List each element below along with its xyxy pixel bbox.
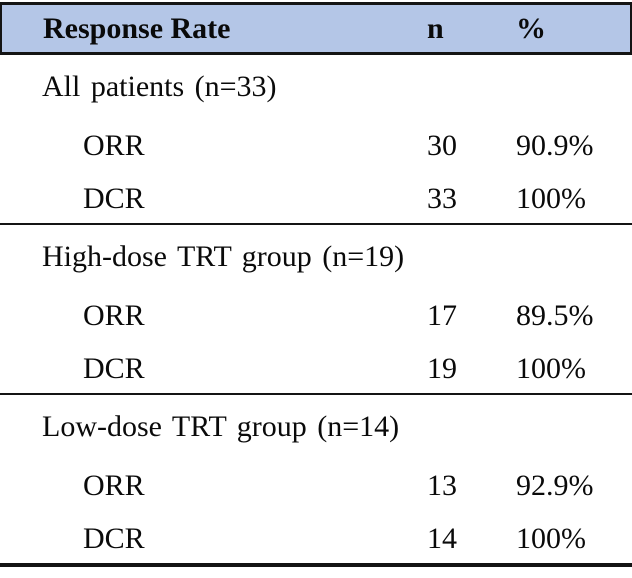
header-n: n bbox=[427, 11, 444, 45]
table-row: DCR 33 100% bbox=[0, 174, 632, 223]
row-pct-value: 90.9% bbox=[516, 129, 594, 162]
group-label-high-dose: High-dose TRT group (n=19) bbox=[0, 225, 632, 288]
group-label: All patients (n=33) bbox=[42, 69, 277, 103]
row-n-value: 17 bbox=[427, 299, 457, 332]
section-high-dose: High-dose TRT group (n=19) ORR 17 89.5% … bbox=[0, 225, 632, 395]
row-label: ORR bbox=[83, 469, 145, 502]
group-label-all-patients: All patients (n=33) bbox=[0, 55, 632, 118]
table-row: DCR 14 100% bbox=[0, 514, 632, 563]
row-n-value: 13 bbox=[427, 469, 457, 502]
row-label: DCR bbox=[83, 181, 145, 215]
row-pct-value: 89.5% bbox=[516, 299, 594, 332]
table-row: ORR 30 90.9% bbox=[0, 118, 632, 174]
row-label: DCR bbox=[83, 351, 145, 385]
header-percent: % bbox=[516, 11, 546, 45]
table-row: ORR 17 89.5% bbox=[0, 288, 632, 344]
row-n-value: 19 bbox=[427, 351, 457, 385]
row-pct-value: 100% bbox=[516, 351, 586, 385]
row-n-value: 33 bbox=[427, 181, 457, 215]
row-label: DCR bbox=[83, 521, 145, 555]
section-all-patients: All patients (n=33) ORR 30 90.9% DCR 33 … bbox=[0, 55, 632, 225]
row-label: ORR bbox=[83, 299, 145, 332]
row-n-value: 30 bbox=[427, 129, 457, 162]
table-row: ORR 13 92.9% bbox=[0, 458, 632, 514]
table-row: DCR 19 100% bbox=[0, 344, 632, 393]
response-rate-table: Response Rate n % All patients (n=33) OR… bbox=[0, 2, 632, 567]
header-response-rate: Response Rate bbox=[43, 11, 231, 45]
section-low-dose: Low-dose TRT group (n=14) ORR 13 92.9% D… bbox=[0, 395, 632, 567]
row-pct-value: 100% bbox=[516, 521, 586, 555]
row-n-value: 14 bbox=[427, 521, 457, 555]
group-label-low-dose: Low-dose TRT group (n=14) bbox=[0, 395, 632, 458]
group-label: Low-dose TRT group (n=14) bbox=[42, 409, 400, 443]
group-label: High-dose TRT group (n=19) bbox=[42, 239, 405, 273]
row-label: ORR bbox=[83, 129, 145, 162]
row-pct-value: 92.9% bbox=[516, 469, 594, 502]
table-header-row: Response Rate n % bbox=[0, 2, 632, 55]
row-pct-value: 100% bbox=[516, 181, 586, 215]
